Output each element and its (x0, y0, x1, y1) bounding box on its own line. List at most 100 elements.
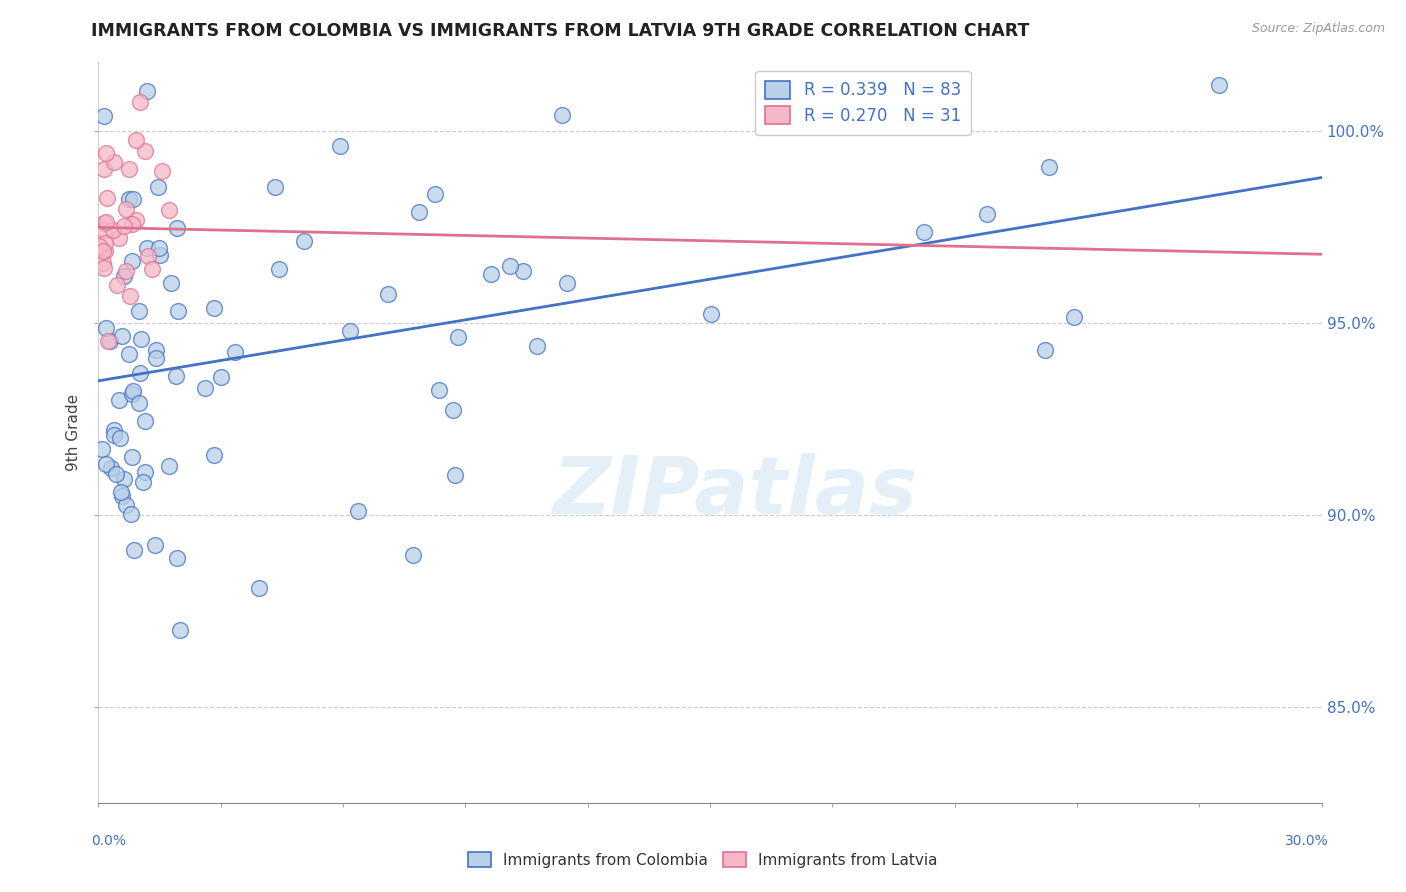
Point (264, 180, 287, 194)
Point (194, 381, 217, 395)
Point (377, 287, 399, 301)
Point (169, 624, 191, 638)
Point (98, 334, 121, 348)
Point (115, 202, 138, 216)
Point (108, 392, 131, 407)
Point (93, 162, 115, 177)
Point (97, 334, 120, 348)
Point (157, 458, 180, 473)
Text: 0.0%: 0.0% (91, 834, 127, 848)
Point (165, 369, 187, 384)
Point (202, 448, 225, 462)
Point (202, 301, 225, 315)
Point (112, 472, 135, 486)
Point (148, 180, 170, 194)
Point (447, 330, 470, 344)
Point (118, 192, 141, 206)
Point (1038, 160, 1060, 174)
Point (103, 154, 125, 169)
Point (93, 222, 115, 236)
Point (911, 78, 934, 93)
Point (134, 144, 156, 158)
Point (112, 268, 135, 283)
Point (134, 414, 156, 428)
Legend: Immigrants from Colombia, Immigrants from Latvia: Immigrants from Colombia, Immigrants fro… (460, 844, 946, 875)
Point (121, 387, 143, 401)
Point (100, 461, 122, 475)
Point (108, 230, 131, 244)
Legend: R = 0.339   N = 83, R = 0.270   N = 31: R = 0.339 N = 83, R = 0.270 N = 31 (755, 70, 970, 135)
Point (160, 277, 183, 291)
Point (1033, 343, 1056, 358)
Point (132, 475, 155, 490)
Point (125, 212, 148, 227)
Point (269, 261, 291, 276)
Point (976, 206, 998, 220)
Point (479, 267, 502, 281)
Point (115, 263, 138, 277)
Point (128, 304, 150, 318)
Point (551, 108, 574, 122)
Point (93, 216, 115, 230)
Point (166, 220, 188, 235)
Point (441, 402, 464, 417)
Point (121, 450, 143, 464)
Point (120, 288, 142, 302)
Point (122, 384, 145, 399)
Text: IMMIGRANTS FROM COLOMBIA VS IMMIGRANTS FROM LATVIA 9TH GRADE CORRELATION CHART: IMMIGRANTS FROM COLOMBIA VS IMMIGRANTS F… (91, 22, 1029, 40)
Point (120, 507, 142, 521)
Point (946, 103, 969, 117)
Point (339, 325, 361, 339)
Point (129, 366, 152, 380)
Point (149, 248, 172, 262)
Point (103, 428, 125, 442)
Point (111, 328, 134, 343)
Point (94, 236, 117, 251)
Point (699, 307, 721, 321)
Y-axis label: 9th Grade: 9th Grade (66, 394, 82, 471)
Point (427, 384, 450, 398)
Point (122, 192, 145, 206)
Point (211, 369, 233, 384)
Point (444, 467, 467, 482)
Point (105, 467, 128, 482)
Point (555, 276, 578, 290)
Text: 30.0%: 30.0% (1285, 834, 1329, 848)
Text: ZIPatlas: ZIPatlas (553, 453, 917, 531)
Point (111, 490, 134, 504)
Point (145, 343, 167, 358)
Point (166, 551, 188, 566)
Point (96, 146, 118, 161)
Point (122, 543, 145, 558)
Point (329, 139, 352, 153)
Point (512, 264, 534, 278)
Point (1063, 310, 1085, 324)
Point (247, 582, 270, 596)
Point (135, 84, 157, 98)
Point (96, 320, 118, 334)
Point (115, 498, 138, 512)
Point (129, 332, 152, 346)
Point (112, 219, 135, 234)
Point (1208, 78, 1230, 93)
Point (224, 345, 246, 359)
Point (129, 95, 152, 109)
Point (108, 430, 131, 444)
Point (121, 254, 143, 268)
Point (94, 457, 117, 471)
Point (134, 465, 156, 479)
Point (94, 214, 117, 228)
Point (101, 223, 124, 237)
Point (124, 133, 146, 147)
Point (110, 485, 132, 500)
Point (105, 278, 128, 293)
Point (167, 304, 190, 318)
Point (93, 260, 115, 275)
Point (117, 161, 139, 176)
Point (91, 442, 114, 456)
Point (157, 202, 180, 217)
Point (128, 396, 150, 410)
Point (121, 217, 143, 231)
Point (143, 538, 166, 552)
Text: Source: ZipAtlas.com: Source: ZipAtlas.com (1251, 22, 1385, 36)
